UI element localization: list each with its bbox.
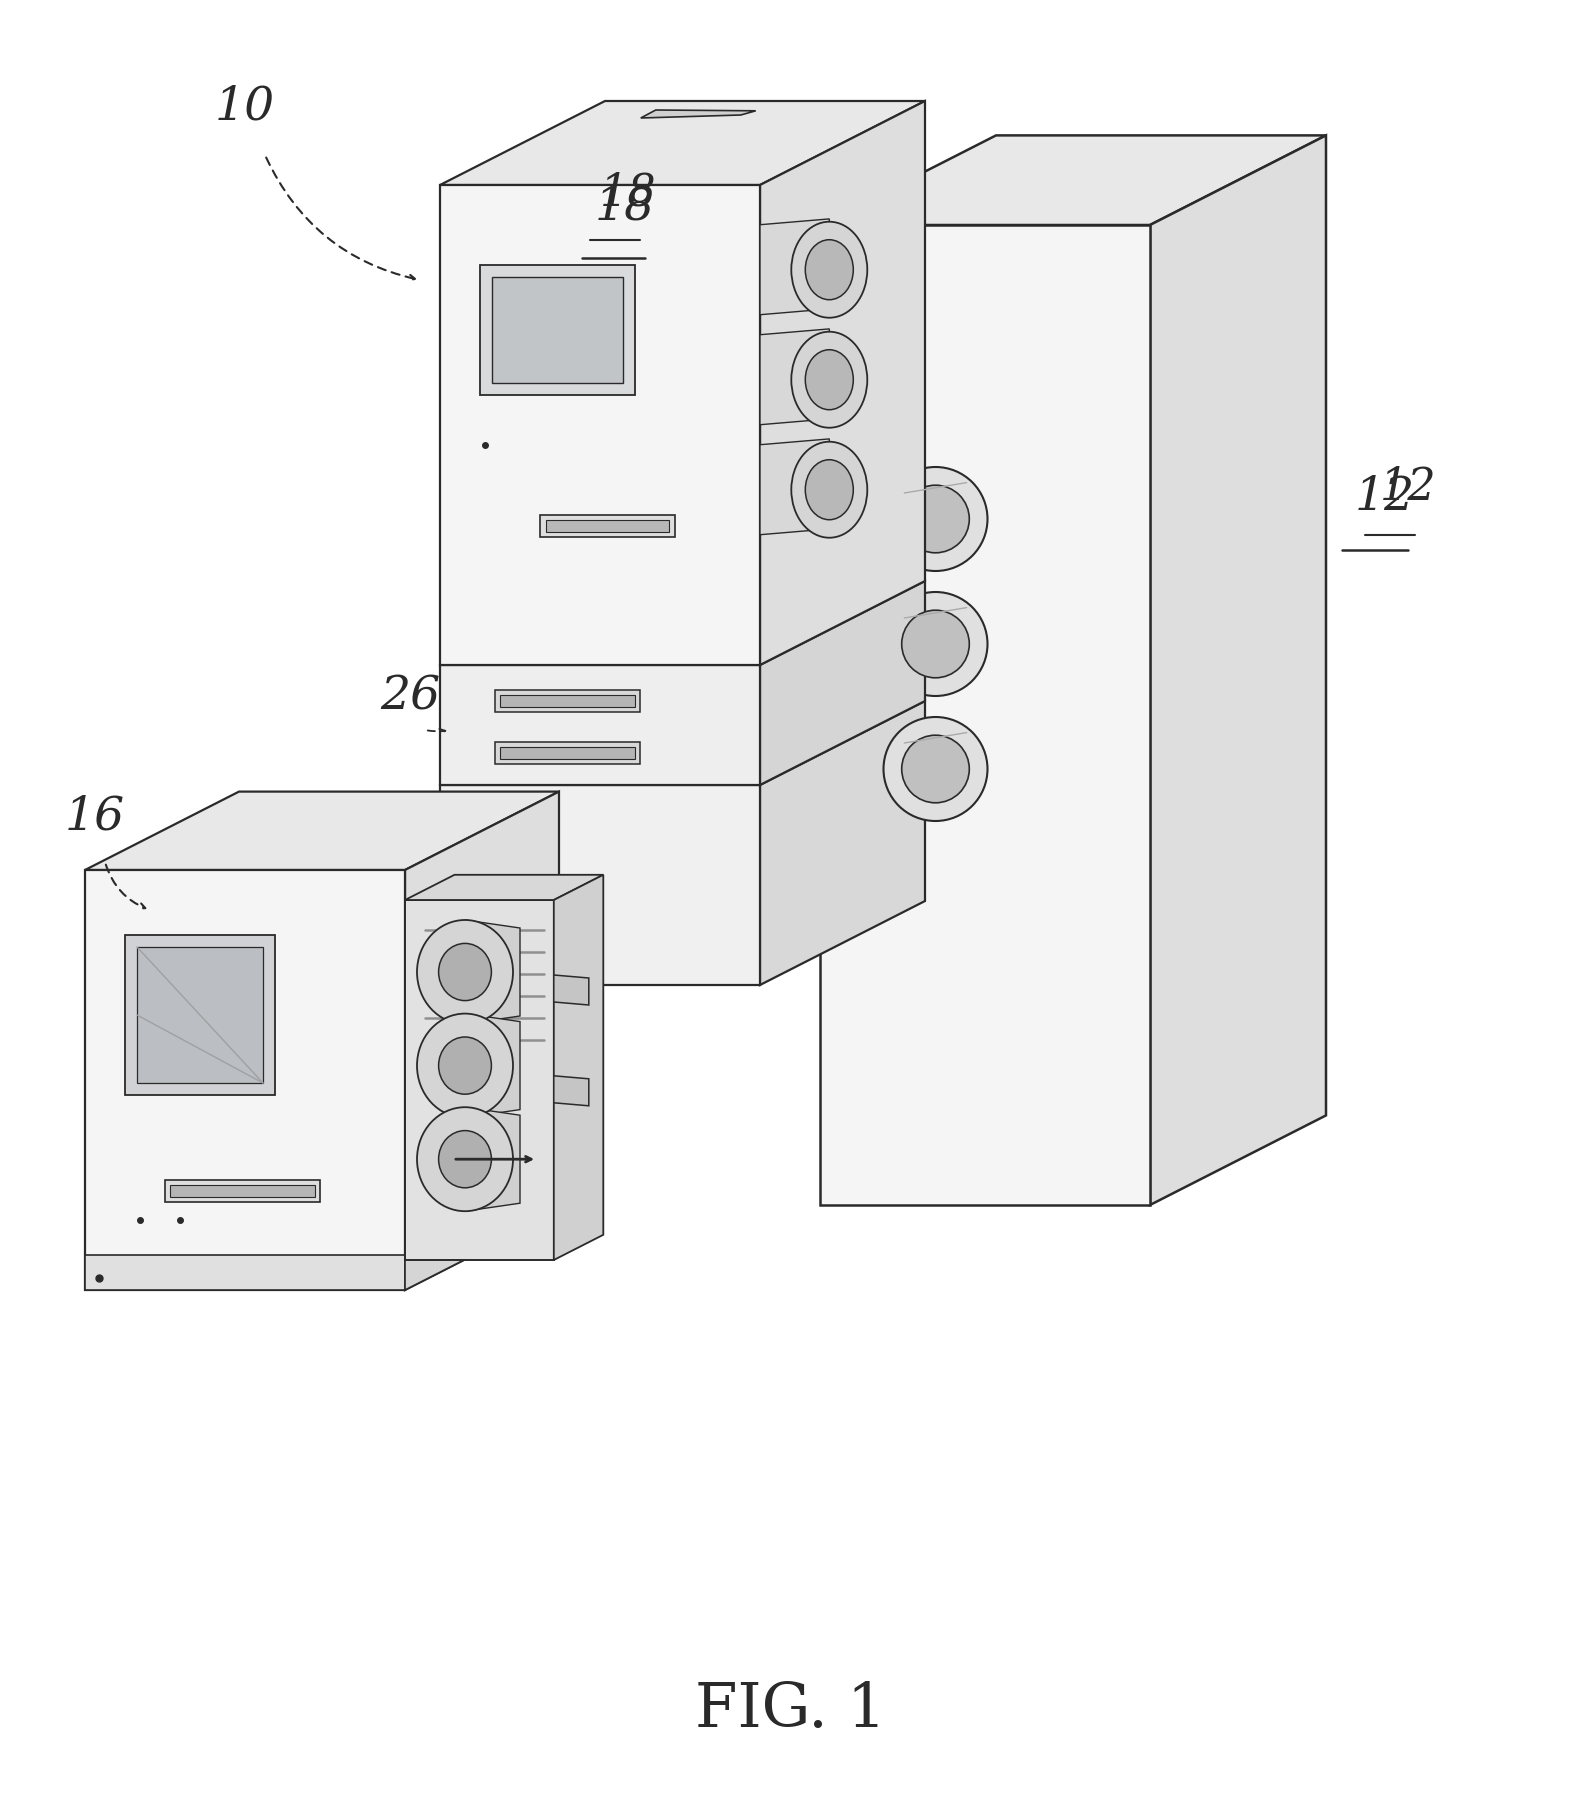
Ellipse shape: [416, 921, 513, 1023]
Polygon shape: [138, 948, 263, 1082]
Text: 18: 18: [595, 185, 655, 230]
Polygon shape: [760, 328, 829, 425]
Polygon shape: [169, 1185, 315, 1197]
Ellipse shape: [806, 241, 853, 300]
Ellipse shape: [792, 442, 867, 538]
Polygon shape: [820, 135, 1327, 224]
Ellipse shape: [416, 1014, 513, 1118]
Polygon shape: [85, 792, 559, 871]
Ellipse shape: [806, 350, 853, 409]
Polygon shape: [440, 582, 924, 664]
Polygon shape: [440, 664, 760, 784]
Polygon shape: [554, 874, 603, 1260]
Polygon shape: [500, 695, 635, 707]
Ellipse shape: [438, 1131, 491, 1188]
Ellipse shape: [438, 1038, 491, 1095]
Polygon shape: [465, 921, 519, 1023]
Polygon shape: [405, 792, 559, 1291]
Polygon shape: [440, 784, 760, 985]
Ellipse shape: [883, 467, 988, 571]
Polygon shape: [405, 899, 554, 1260]
Ellipse shape: [902, 485, 969, 553]
Polygon shape: [440, 702, 924, 784]
Polygon shape: [760, 582, 924, 784]
Text: 16: 16: [65, 795, 125, 840]
Polygon shape: [405, 874, 603, 899]
Text: 12: 12: [1380, 467, 1437, 510]
Polygon shape: [125, 935, 275, 1095]
Polygon shape: [85, 871, 405, 1291]
Polygon shape: [554, 1075, 589, 1106]
Ellipse shape: [902, 736, 969, 802]
Polygon shape: [546, 521, 670, 531]
Ellipse shape: [883, 716, 988, 820]
Polygon shape: [495, 741, 640, 765]
Text: 10: 10: [215, 84, 275, 129]
Text: 18: 18: [600, 171, 657, 214]
Ellipse shape: [438, 944, 491, 1000]
Ellipse shape: [806, 460, 853, 521]
Text: 12: 12: [1355, 474, 1415, 521]
Ellipse shape: [883, 592, 988, 696]
Polygon shape: [760, 101, 924, 664]
Polygon shape: [465, 1014, 519, 1118]
Polygon shape: [641, 109, 755, 118]
Polygon shape: [495, 689, 640, 713]
Polygon shape: [554, 975, 589, 1005]
Polygon shape: [480, 266, 635, 395]
Polygon shape: [465, 1108, 519, 1212]
Ellipse shape: [792, 223, 867, 318]
Polygon shape: [165, 1179, 320, 1203]
Ellipse shape: [416, 1108, 513, 1212]
Polygon shape: [760, 219, 829, 314]
Polygon shape: [820, 224, 1149, 1204]
Ellipse shape: [902, 610, 969, 679]
Polygon shape: [500, 747, 635, 759]
Polygon shape: [85, 1255, 405, 1291]
Polygon shape: [440, 101, 924, 185]
Polygon shape: [760, 702, 924, 985]
Ellipse shape: [792, 332, 867, 427]
Text: 26: 26: [380, 675, 440, 720]
Polygon shape: [760, 440, 829, 535]
Polygon shape: [440, 185, 760, 664]
Polygon shape: [405, 1176, 559, 1291]
Polygon shape: [492, 276, 624, 382]
Text: FIG. 1: FIG. 1: [695, 1680, 886, 1739]
Polygon shape: [540, 515, 674, 537]
Polygon shape: [1149, 135, 1327, 1204]
